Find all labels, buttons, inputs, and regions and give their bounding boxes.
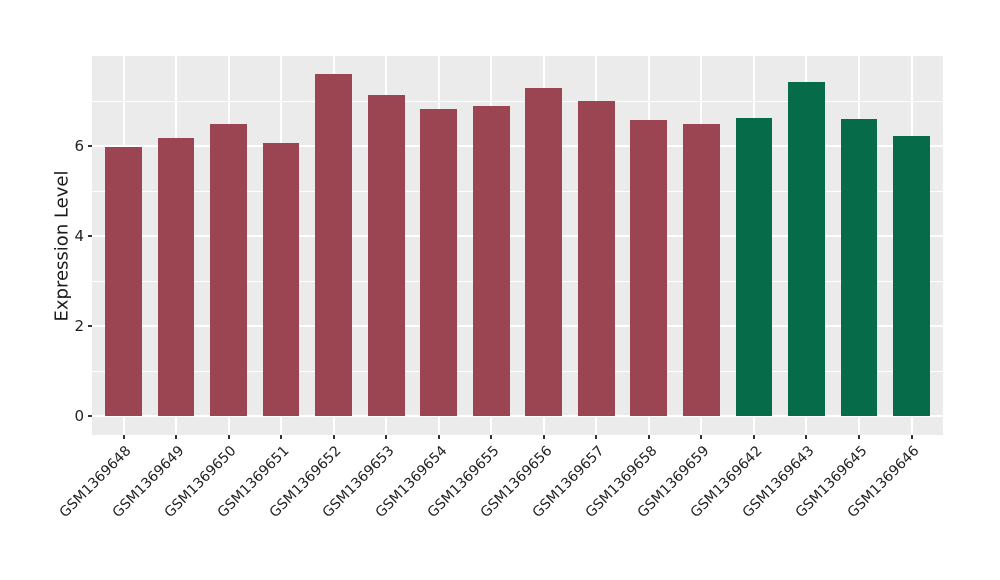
y-tick-label: 4 — [74, 227, 84, 245]
bar-GSM1369657 — [577, 101, 615, 416]
gridline-minor — [92, 370, 943, 372]
x-tick-mark — [910, 435, 913, 439]
x-tick-mark — [175, 435, 178, 439]
gridline-major — [92, 325, 943, 327]
bar-GSM1369658 — [630, 119, 668, 416]
bar-GSM1369649 — [157, 137, 195, 416]
gridline-minor — [92, 100, 943, 102]
bar-GSM1369656 — [525, 88, 563, 416]
x-tick-mark — [437, 435, 440, 439]
y-tick-mark — [88, 415, 92, 417]
gridline-major — [92, 415, 943, 417]
x-tick-mark — [752, 435, 755, 439]
bar-GSM1369648 — [105, 147, 142, 416]
bar-GSM1369650 — [210, 124, 247, 416]
x-tick-mark — [332, 435, 335, 439]
bar-GSM1369643 — [788, 82, 825, 416]
gridline-minor — [92, 280, 943, 282]
x-tick-mark — [595, 435, 598, 439]
bar-GSM1369654 — [420, 109, 458, 416]
x-tick-mark — [385, 435, 388, 439]
x-tick-mark — [227, 435, 230, 439]
gridline-major — [92, 145, 943, 147]
bar-GSM1369652 — [315, 73, 353, 416]
x-tick-mark — [490, 435, 493, 439]
x-tick-mark — [805, 435, 808, 439]
y-tick-mark — [88, 325, 92, 327]
bar-GSM1369642 — [735, 117, 773, 416]
y-tick-mark — [88, 145, 92, 147]
x-tick-mark — [857, 435, 860, 439]
plot-panel — [92, 56, 943, 435]
gridline-major — [92, 235, 943, 237]
y-tick-label: 0 — [74, 407, 84, 425]
bar-GSM1369655 — [472, 105, 510, 416]
bar-GSM1369646 — [893, 136, 930, 416]
x-tick-mark — [647, 435, 650, 439]
bar-GSM1369653 — [367, 95, 405, 416]
bar-GSM1369645 — [840, 118, 878, 416]
x-tick-mark — [542, 435, 545, 439]
x-tick-mark — [122, 435, 125, 439]
x-tick-mark — [700, 435, 703, 439]
y-tick-label: 6 — [74, 137, 84, 155]
gridline-minor — [92, 190, 943, 192]
y-axis-title: Expression Level — [51, 170, 73, 322]
bar-GSM1369659 — [682, 123, 720, 416]
y-tick-label: 2 — [74, 317, 84, 335]
bar-GSM1369651 — [262, 142, 300, 416]
x-tick-mark — [280, 435, 283, 439]
y-tick-mark — [88, 235, 92, 237]
